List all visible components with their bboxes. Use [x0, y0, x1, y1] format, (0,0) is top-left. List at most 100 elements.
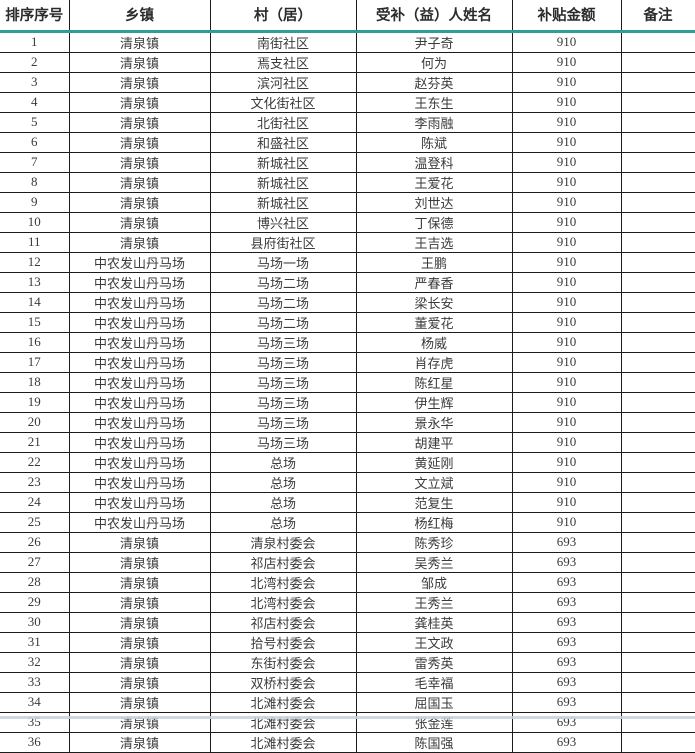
cell-remark[interactable]	[620, 491, 695, 513]
cell-name[interactable]: 范复生	[355, 491, 513, 513]
cell-amount[interactable]: 693	[511, 711, 622, 733]
cell-village[interactable]: 北湾村委会	[209, 571, 357, 593]
cell-remark[interactable]	[620, 391, 695, 413]
cell-amount[interactable]: 910	[511, 91, 622, 113]
cell-seq[interactable]: 21	[0, 431, 70, 453]
cell-remark[interactable]	[620, 191, 695, 213]
cell-village[interactable]: 马场三场	[209, 431, 357, 453]
cell-name[interactable]: 严春香	[355, 271, 513, 293]
cell-township[interactable]: 清泉镇	[68, 551, 211, 573]
cell-township[interactable]: 中农发山丹马场	[68, 431, 211, 453]
cell-remark[interactable]	[620, 431, 695, 453]
cell-remark[interactable]	[620, 591, 695, 613]
cell-seq[interactable]: 10	[0, 211, 70, 233]
cell-township[interactable]: 清泉镇	[68, 531, 211, 553]
cell-seq[interactable]: 7	[0, 151, 70, 173]
cell-name[interactable]: 龚桂英	[355, 611, 513, 633]
cell-township[interactable]: 清泉镇	[68, 731, 211, 753]
cell-township[interactable]: 中农发山丹马场	[68, 271, 211, 293]
header-cell-remark[interactable]: 备注	[620, 0, 695, 33]
cell-township[interactable]: 中农发山丹马场	[68, 331, 211, 353]
cell-name[interactable]: 王秀兰	[355, 591, 513, 613]
cell-seq[interactable]: 36	[0, 731, 70, 753]
cell-remark[interactable]	[620, 171, 695, 193]
cell-amount[interactable]: 910	[511, 391, 622, 413]
cell-seq[interactable]: 34	[0, 691, 70, 713]
cell-seq[interactable]: 4	[0, 91, 70, 113]
cell-remark[interactable]	[620, 671, 695, 693]
cell-remark[interactable]	[620, 271, 695, 293]
header-cell-village[interactable]: 村（居）	[209, 0, 357, 33]
cell-township[interactable]: 清泉镇	[68, 30, 211, 53]
cell-remark[interactable]	[620, 231, 695, 253]
cell-township[interactable]: 清泉镇	[68, 651, 211, 673]
cell-amount[interactable]: 910	[511, 171, 622, 193]
cell-village[interactable]: 焉支社区	[209, 51, 357, 73]
cell-remark[interactable]	[620, 571, 695, 593]
cell-village[interactable]: 马场二场	[209, 271, 357, 293]
cell-township[interactable]: 清泉镇	[68, 231, 211, 253]
cell-seq[interactable]: 3	[0, 71, 70, 93]
cell-remark[interactable]	[620, 471, 695, 493]
cell-remark[interactable]	[620, 30, 695, 53]
cell-township[interactable]: 清泉镇	[68, 91, 211, 113]
cell-village[interactable]: 北滩村委会	[209, 691, 357, 713]
cell-amount[interactable]: 910	[511, 471, 622, 493]
cell-village[interactable]: 拾号村委会	[209, 631, 357, 653]
cell-name[interactable]: 尹子奇	[355, 30, 513, 53]
cell-amount[interactable]: 910	[511, 491, 622, 513]
cell-amount[interactable]: 910	[511, 431, 622, 453]
cell-remark[interactable]	[620, 711, 695, 733]
cell-name[interactable]: 屈国玉	[355, 691, 513, 713]
cell-name[interactable]: 刘世达	[355, 191, 513, 213]
cell-amount[interactable]: 693	[511, 631, 622, 653]
cell-amount[interactable]: 910	[511, 351, 622, 373]
cell-name[interactable]: 伊生辉	[355, 391, 513, 413]
cell-village[interactable]: 和盛社区	[209, 131, 357, 153]
cell-village[interactable]: 新城社区	[209, 191, 357, 213]
cell-village[interactable]: 北滩村委会	[209, 731, 357, 753]
cell-township[interactable]: 中农发山丹马场	[68, 511, 211, 533]
cell-seq[interactable]: 1	[0, 30, 70, 53]
cell-seq[interactable]: 9	[0, 191, 70, 213]
cell-seq[interactable]: 2	[0, 51, 70, 73]
cell-name[interactable]: 张金莲	[355, 711, 513, 733]
cell-amount[interactable]: 910	[511, 271, 622, 293]
cell-remark[interactable]	[620, 511, 695, 533]
cell-township[interactable]: 清泉镇	[68, 151, 211, 173]
cell-remark[interactable]	[620, 151, 695, 173]
cell-amount[interactable]: 910	[511, 151, 622, 173]
cell-village[interactable]: 新城社区	[209, 171, 357, 193]
cell-seq[interactable]: 14	[0, 291, 70, 313]
cell-remark[interactable]	[620, 691, 695, 713]
cell-seq[interactable]: 22	[0, 451, 70, 473]
cell-remark[interactable]	[620, 91, 695, 113]
cell-amount[interactable]: 693	[511, 691, 622, 713]
cell-village[interactable]: 清泉村委会	[209, 531, 357, 553]
cell-amount[interactable]: 693	[511, 731, 622, 753]
cell-amount[interactable]: 693	[511, 531, 622, 553]
cell-village[interactable]: 总场	[209, 491, 357, 513]
cell-village[interactable]: 马场二场	[209, 311, 357, 333]
cell-name[interactable]: 肖存虎	[355, 351, 513, 373]
cell-amount[interactable]: 910	[511, 111, 622, 133]
cell-township[interactable]: 清泉镇	[68, 131, 211, 153]
cell-remark[interactable]	[620, 51, 695, 73]
cell-seq[interactable]: 28	[0, 571, 70, 593]
cell-remark[interactable]	[620, 311, 695, 333]
cell-township[interactable]: 中农发山丹马场	[68, 411, 211, 433]
cell-name[interactable]: 王东生	[355, 91, 513, 113]
cell-remark[interactable]	[620, 351, 695, 373]
cell-remark[interactable]	[620, 631, 695, 653]
cell-amount[interactable]: 910	[511, 511, 622, 533]
cell-township[interactable]: 清泉镇	[68, 631, 211, 653]
cell-seq[interactable]: 32	[0, 651, 70, 673]
cell-amount[interactable]: 693	[511, 571, 622, 593]
cell-seq[interactable]: 35	[0, 711, 70, 733]
cell-village[interactable]: 东街村委会	[209, 651, 357, 673]
cell-seq[interactable]: 13	[0, 271, 70, 293]
cell-village[interactable]: 马场三场	[209, 351, 357, 373]
cell-amount[interactable]: 910	[511, 131, 622, 153]
cell-township[interactable]: 清泉镇	[68, 671, 211, 693]
cell-amount[interactable]: 910	[511, 331, 622, 353]
